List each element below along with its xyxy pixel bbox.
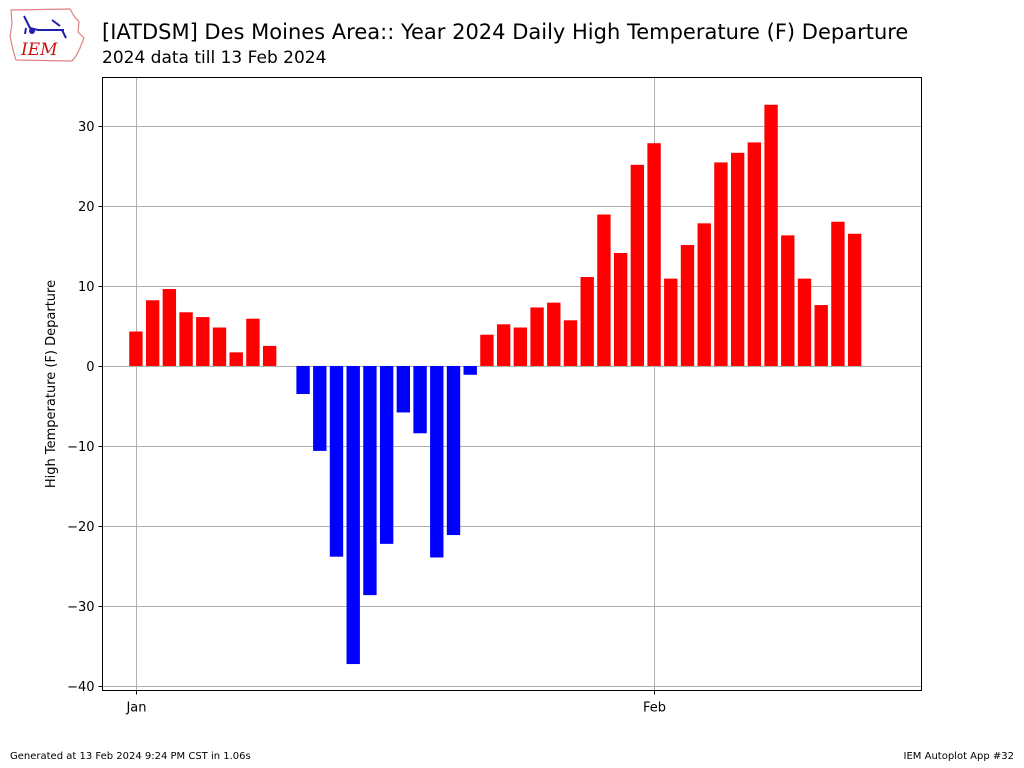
generated-timestamp: Generated at 13 Feb 2024 9:24 PM CST in … (10, 751, 251, 762)
bar-positive (480, 334, 494, 366)
app-label: IEM Autoplot App #32 (903, 751, 1014, 762)
bar-positive (513, 327, 528, 366)
bar-positive (613, 252, 628, 366)
y-tick-label: 20 (78, 200, 95, 215)
bar-positive (664, 278, 678, 366)
y-tick-label: 30 (78, 120, 95, 135)
bar-negative (396, 365, 411, 413)
y-axis-label: High Temperature (F) Departure (44, 280, 59, 488)
y-tick-label: 0 (86, 360, 94, 375)
bar-positive (212, 327, 227, 366)
x-tick-label: Feb (643, 701, 666, 716)
bar-negative (430, 365, 444, 558)
bar-positive (680, 244, 695, 366)
bar-positive (764, 104, 778, 366)
bar-positive (496, 324, 511, 366)
plot-frame (102, 77, 922, 691)
bar-positive (530, 307, 544, 366)
y-tick-label: −10 (67, 440, 94, 455)
bar-positive (580, 277, 594, 366)
x-tick-label: Jan (125, 701, 146, 716)
bar-positive (129, 331, 143, 366)
bar-positive (714, 162, 728, 366)
bar-positive (647, 143, 661, 366)
y-tick-label: −30 (67, 600, 94, 615)
bar-positive (831, 221, 845, 366)
tick-layer: −40 −30 −20 −10 0 10 20 30 Jan Feb (67, 120, 666, 716)
bar-negative (329, 365, 344, 557)
iem-logo: IEM (9, 8, 85, 62)
y-tick-label: −40 (67, 680, 94, 695)
station-dot-icon (29, 28, 35, 34)
bar-positive (229, 352, 243, 366)
grid-layer (102, 77, 922, 691)
bar-positive (630, 164, 645, 366)
bar-positive (162, 289, 177, 366)
chart-subtitle: 2024 data till 13 Feb 2024 (102, 48, 327, 68)
bar-negative (313, 365, 327, 451)
bar-positive (547, 302, 561, 366)
bar-negative (346, 365, 360, 665)
bar-positive (563, 320, 578, 366)
chart-title: [IATDSM] Des Moines Area:: Year 2024 Dai… (102, 20, 909, 44)
y-tick-label: −20 (67, 520, 94, 535)
bar-positive (246, 318, 260, 366)
bar-layer (129, 104, 862, 665)
bar-negative (379, 365, 394, 544)
bar-positive (179, 312, 193, 366)
bar-positive (730, 152, 745, 366)
bar-positive (697, 223, 711, 366)
bar-negative (296, 365, 310, 395)
logo-text: IEM (20, 40, 58, 60)
bar-positive (747, 142, 762, 366)
bar-positive (262, 345, 277, 366)
bar-negative (363, 365, 377, 596)
y-tick-label: 10 (78, 280, 95, 295)
bar-positive (814, 305, 828, 366)
bar-positive (196, 317, 210, 366)
bar-negative (463, 365, 477, 375)
bar-positive (797, 278, 812, 366)
bar-positive (847, 233, 862, 366)
bar-positive (597, 214, 611, 366)
bar-negative (413, 365, 427, 434)
iowa-state-outline (9, 8, 85, 62)
bar-negative (446, 365, 461, 536)
bar-positive (145, 300, 160, 366)
bar-positive (781, 235, 795, 366)
